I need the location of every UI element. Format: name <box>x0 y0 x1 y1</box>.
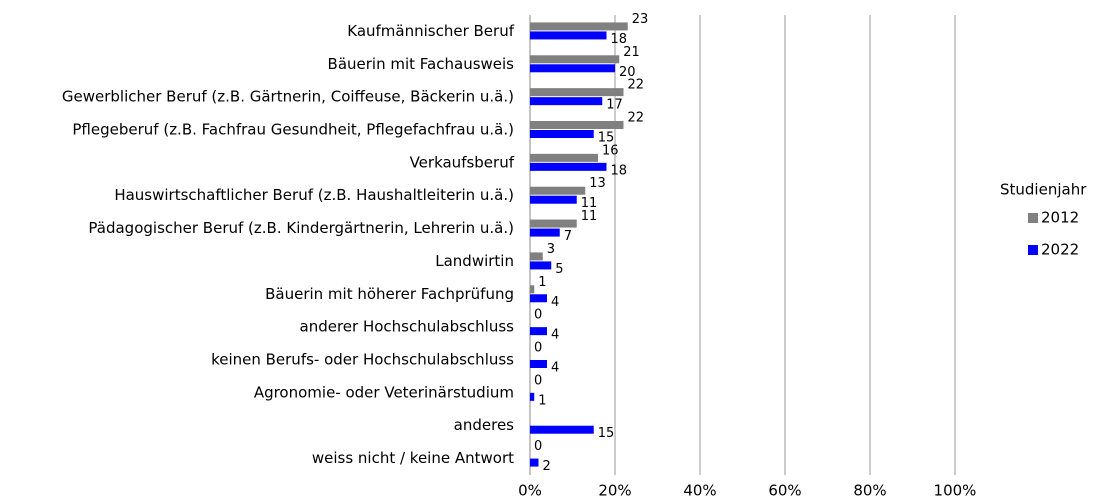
bar <box>530 360 547 368</box>
data-label: 4 <box>551 295 559 310</box>
legend-label: 2022 <box>1041 241 1079 259</box>
bar <box>530 252 543 261</box>
x-tick-label: 80% <box>853 482 886 500</box>
legend-swatch <box>1028 245 1038 255</box>
bar <box>530 425 594 434</box>
data-label: 2 <box>543 459 551 474</box>
y-tick-label: anderer Hochschulabschluss <box>300 318 515 336</box>
y-tick-label: Verkaufsberuf <box>410 153 515 171</box>
data-label: 20 <box>619 65 636 80</box>
bar <box>530 261 552 270</box>
y-tick-label: Kaufmännischer Beruf <box>347 22 514 40</box>
bar <box>530 195 577 204</box>
y-tick-label: Agronomie- oder Veterinärstudium <box>254 383 514 401</box>
x-tick-label: 40% <box>683 482 716 500</box>
data-label: 0 <box>534 308 542 323</box>
bar <box>530 130 594 138</box>
y-tick-label: weiss nicht / keine Antwort <box>312 449 514 467</box>
data-label: 1 <box>538 393 546 408</box>
y-tick-label: Hauswirtschaftlicher Beruf (z.B. Haushal… <box>114 186 514 204</box>
data-label: 15 <box>598 426 615 441</box>
data-label: 13 <box>589 176 606 191</box>
bar <box>530 294 547 303</box>
y-tick-label: Gewerblicher Beruf (z.B. Gärtnerin, Coif… <box>62 88 514 106</box>
bar <box>530 162 607 171</box>
data-label: 0 <box>534 439 542 454</box>
bar <box>530 392 535 401</box>
data-label: 4 <box>551 328 559 343</box>
bar <box>530 327 547 336</box>
x-tick-label: 100% <box>934 482 977 500</box>
y-tick-label: keinen Berufs- oder Hochschulabschluss <box>211 351 514 369</box>
data-label: 0 <box>534 373 542 388</box>
bar <box>530 186 586 195</box>
legend-label: 2012 <box>1041 209 1079 227</box>
y-tick-label: Pflegeberuf (z.B. Fachfrau Gesundheit, P… <box>72 121 514 139</box>
data-label: 0 <box>534 341 542 356</box>
data-label: 18 <box>611 163 628 178</box>
bar <box>530 31 607 40</box>
x-tick-label: 0% <box>518 482 542 500</box>
data-label: 15 <box>598 131 615 146</box>
bar <box>530 458 539 467</box>
data-label: 21 <box>623 45 640 60</box>
data-label: 7 <box>564 229 572 244</box>
bar <box>530 121 624 129</box>
bar <box>530 55 620 64</box>
y-tick-label: Landwirtin <box>435 252 514 270</box>
data-label: 5 <box>555 262 563 277</box>
data-label: 4 <box>551 361 559 376</box>
bar <box>530 228 560 237</box>
bar <box>530 285 535 294</box>
x-tick-label: 20% <box>598 482 631 500</box>
y-tick-label: Pädagogischer Beruf (z.B. Kindergärtneri… <box>88 219 514 237</box>
data-label: 22 <box>628 78 645 93</box>
y-tick-label: Bäuerin mit höherer Fachprüfung <box>265 285 514 303</box>
bar <box>530 88 624 97</box>
legend-swatch <box>1028 213 1038 223</box>
bar <box>530 97 603 106</box>
data-label: 11 <box>581 196 598 211</box>
bar <box>530 219 577 228</box>
data-label: 11 <box>581 209 598 224</box>
data-label: 22 <box>628 111 645 126</box>
bar <box>530 153 598 162</box>
bar <box>530 22 628 31</box>
data-label: 1 <box>538 275 546 290</box>
data-label: 18 <box>611 32 628 47</box>
y-tick-label: anderes <box>454 416 515 434</box>
x-tick-label: 60% <box>768 482 801 500</box>
y-tick-label: Bäuerin mit Fachausweis <box>328 55 515 73</box>
legend-title: Studienjahr <box>1000 181 1087 199</box>
data-label: 3 <box>547 242 555 257</box>
data-label: 23 <box>632 12 649 27</box>
bar <box>530 64 615 73</box>
data-label: 16 <box>602 143 619 158</box>
data-label: 17 <box>606 98 623 113</box>
